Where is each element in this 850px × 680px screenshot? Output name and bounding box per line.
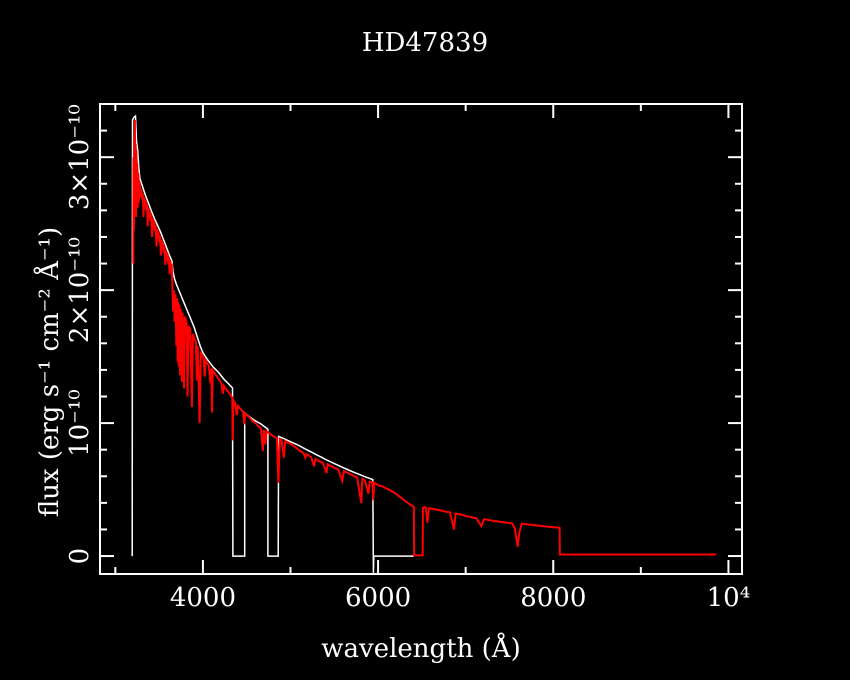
y-tick-label: 2×10⁻¹⁰ bbox=[65, 237, 95, 343]
x-tick-label: 6000 bbox=[345, 583, 411, 613]
x-tick-label: 8000 bbox=[520, 583, 586, 613]
tick-marks-layer bbox=[100, 104, 742, 574]
x-tick-labels: 4000 6000 8000 10⁴ bbox=[170, 583, 750, 613]
y-tick-label: 10⁻¹⁰ bbox=[65, 389, 95, 457]
x-tick-label: 10⁴ bbox=[707, 583, 751, 613]
x-axis-label: wavelength (Å) bbox=[321, 632, 520, 664]
x-tick-label: 4000 bbox=[170, 583, 236, 613]
y-axis-label: flux (erg s⁻¹ cm⁻² Å⁻¹) bbox=[33, 227, 65, 517]
series-layer bbox=[131, 114, 717, 574]
y-tick-label: 3×10⁻¹⁰ bbox=[65, 104, 95, 210]
chart-title: HD47839 bbox=[362, 28, 488, 58]
y-tick-labels: 0 10⁻¹⁰ 2×10⁻¹⁰ 3×10⁻¹⁰ bbox=[65, 104, 95, 564]
model-spectrum-line bbox=[131, 114, 414, 574]
y-tick-label: 0 bbox=[65, 548, 95, 565]
observed-spectrum-line bbox=[132, 119, 717, 557]
plot-frame bbox=[99, 103, 743, 575]
